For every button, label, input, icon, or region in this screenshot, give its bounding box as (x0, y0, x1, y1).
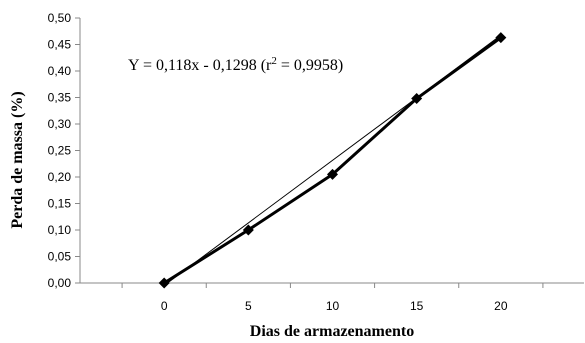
y-tick-label: 0,00 (48, 276, 72, 290)
data-point (495, 32, 507, 44)
y-tick-label: 0,15 (48, 197, 72, 211)
equation-prefix: Y = 0,118x - 0,1298 (r (128, 57, 272, 74)
y-axis-ticks: 0,00 0,05 0,10 0,15 0,20 0,25 0,30 0,35 0,40 0,45… (48, 11, 80, 290)
y-tick-label: 0,25 (48, 144, 72, 158)
x-tick-label: 5 (245, 299, 252, 313)
y-tick-label: 0,40 (48, 64, 72, 78)
equation-superscript: 2 (271, 55, 277, 67)
y-tick-label: 0,05 (48, 250, 72, 264)
x-axis-ticks: 0 5 10 15 20 (121, 283, 544, 313)
equation-suffix: = 0,9958) (277, 57, 343, 74)
trendline-equation: Y = 0,118x - 0,1298 (r2 = 0,9958) (128, 55, 343, 74)
y-tick-label: 0,45 (48, 38, 72, 52)
x-tick-label: 20 (494, 299, 508, 313)
y-tick-label: 0,30 (48, 117, 72, 131)
y-tick-label: 0,35 (48, 91, 72, 105)
x-tick-label: 10 (326, 299, 340, 313)
data-point (242, 224, 254, 236)
y-tick-label: 0,10 (48, 223, 72, 237)
data-point (327, 168, 338, 180)
y-tick-label: 0,20 (48, 170, 72, 184)
y-axis-title: Perda de massa (%) (9, 91, 26, 228)
x-axis-title: Dias de armazenamento (250, 323, 414, 340)
x-tick-label: 0 (161, 299, 168, 313)
x-tick-label: 15 (410, 299, 424, 313)
y-tick-label: 0,50 (48, 11, 72, 25)
data-point (158, 277, 170, 289)
data-point (411, 93, 423, 105)
plot-area (158, 32, 507, 289)
